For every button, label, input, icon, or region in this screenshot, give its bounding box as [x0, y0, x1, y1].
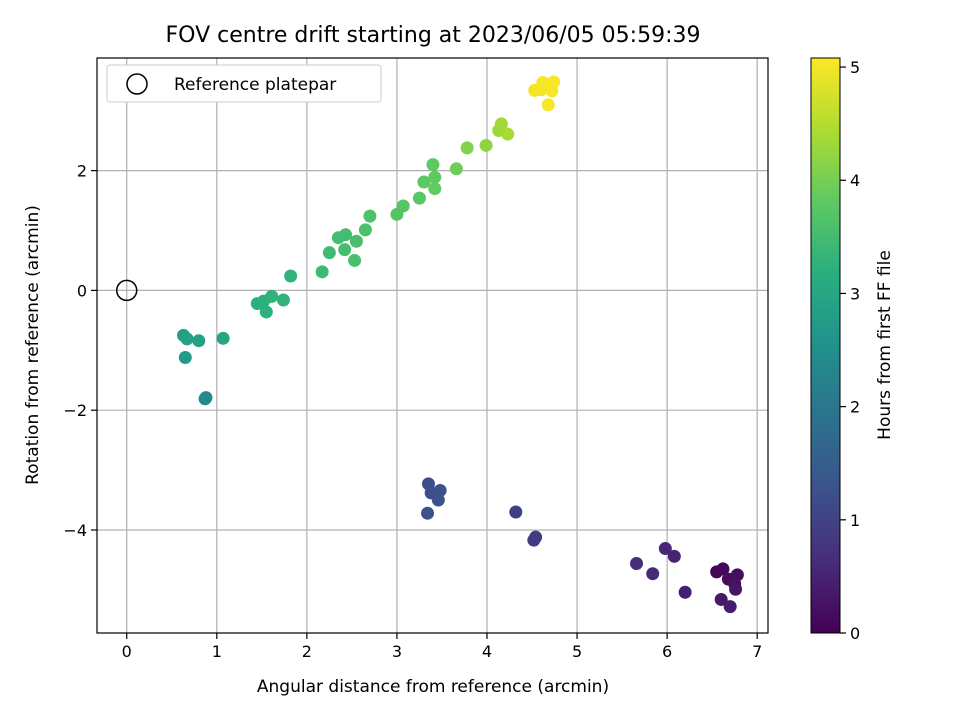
legend: Reference platepar	[106, 64, 382, 103]
x-tick-label: 1	[212, 642, 222, 661]
y-tick-label: 2	[77, 162, 87, 181]
legend-marker	[126, 73, 148, 95]
grid-lines	[97, 58, 768, 633]
scatter-point	[509, 505, 523, 519]
colorbar-gradient	[810, 57, 841, 634]
scatter-point	[714, 592, 728, 606]
scatter-point	[527, 533, 541, 547]
scatter-point	[265, 289, 279, 303]
scatter-point	[315, 265, 329, 279]
scatter-point	[198, 392, 212, 406]
scatter-point	[358, 223, 372, 237]
scatter-point	[276, 293, 290, 307]
x-tick-label: 2	[302, 642, 312, 661]
scatter-point	[349, 234, 363, 248]
x-tick-label: 5	[572, 642, 582, 661]
colorbar: 0 1 2 3 4 5 Hours from first FF file	[810, 57, 895, 643]
reference-marker-layer	[115, 279, 138, 302]
scatter-point	[348, 253, 362, 267]
scatter-point	[460, 141, 474, 155]
colorbar-tick-label: 3	[850, 284, 860, 303]
scatter-point	[536, 76, 550, 90]
x-tick-label: 4	[482, 642, 492, 661]
scatter-point	[479, 138, 493, 152]
x-tick-label: 7	[752, 642, 762, 661]
scatter-point	[678, 585, 692, 599]
scatter-point	[284, 269, 298, 283]
scatter-point	[667, 549, 681, 563]
scatter-point	[426, 158, 440, 172]
scatter-point	[646, 567, 660, 581]
legend-box	[106, 64, 382, 103]
scatter-point	[421, 506, 435, 520]
scatter-point	[363, 209, 377, 223]
scatter-point	[428, 182, 442, 196]
scatter-point	[396, 199, 410, 213]
y-tick-label: −2	[63, 401, 87, 420]
colorbar-tick-label: 4	[850, 171, 860, 190]
x-axis-label: Angular distance from reference (arcmin)	[257, 677, 609, 697]
scatter-points	[176, 75, 744, 614]
scatter-point	[449, 162, 463, 176]
scatter-point	[339, 228, 353, 242]
reference-platepar-marker	[115, 279, 138, 302]
axis-ticks: 0 1 2 3 4 5 6 7 −4 −2 0 2	[63, 162, 762, 661]
scatter-point	[729, 582, 743, 596]
scatter-point	[180, 332, 194, 346]
scatter-point	[658, 542, 672, 556]
y-axis-label: Rotation from reference (arcmin)	[23, 205, 43, 485]
scatter-point	[192, 334, 206, 348]
scatter-point	[428, 170, 442, 184]
scatter-point	[259, 305, 273, 319]
scatter-point	[716, 562, 730, 576]
colorbar-tick-label: 2	[850, 398, 860, 417]
y-tick-label: 0	[77, 281, 87, 300]
plot-frame	[96, 57, 769, 634]
chart-title: FOV centre drift starting at 2023/06/05 …	[166, 23, 701, 48]
y-tick-label: −4	[63, 521, 87, 540]
scatter-point	[322, 246, 336, 260]
scatter-point	[412, 191, 426, 205]
x-tick-label: 3	[392, 642, 402, 661]
scatter-point	[216, 331, 230, 345]
scatter-point	[338, 243, 352, 257]
colorbar-tick-label: 1	[850, 511, 860, 530]
scatter-point	[501, 127, 515, 141]
scatter-point	[630, 557, 644, 571]
scatter-point	[494, 117, 508, 131]
x-tick-label: 6	[662, 642, 672, 661]
colorbar-ticks: 0 1 2 3 4 5	[840, 58, 860, 643]
scatter-point	[417, 175, 431, 189]
scatter-point	[723, 600, 737, 614]
x-tick-label: 0	[122, 642, 132, 661]
scatter-point	[431, 493, 445, 507]
scatter-point	[541, 98, 555, 112]
colorbar-tick-label: 5	[850, 58, 860, 77]
legend-entry-reference-platepar: Reference platepar	[174, 75, 336, 95]
colorbar-tick-label: 0	[850, 624, 860, 643]
scatter-point	[178, 350, 192, 364]
colorbar-label: Hours from first FF file	[875, 250, 895, 440]
scatter-point	[547, 75, 561, 89]
